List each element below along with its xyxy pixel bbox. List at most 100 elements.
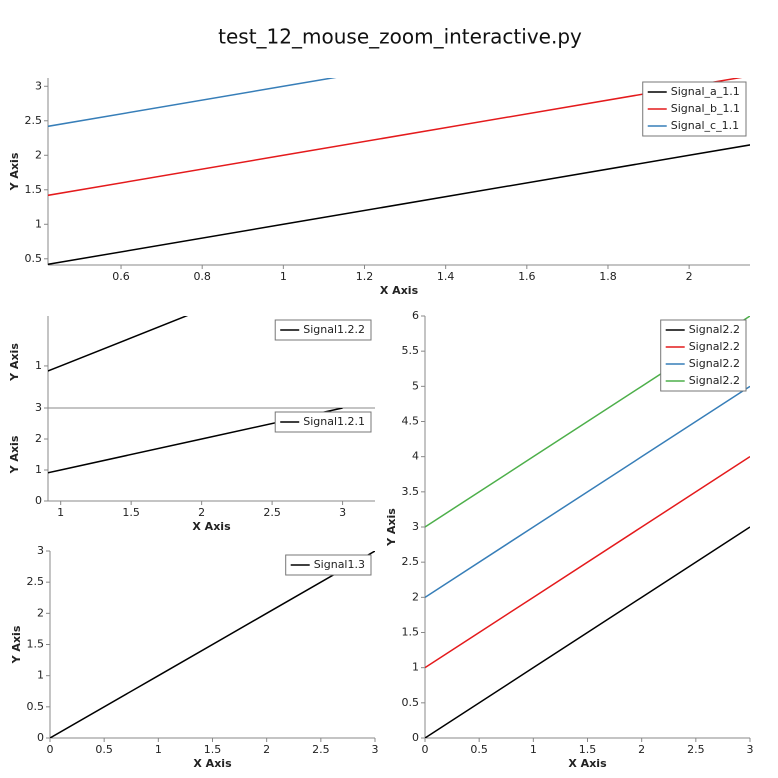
y-tick-label: 3 (35, 401, 42, 414)
y-tick-label: 5.5 (402, 344, 420, 357)
subplot: 1 1.5 2 2.5 3 0 1 2 3 X Axis Y Axis Signal1.2.1 (8, 401, 375, 533)
x-tick-label: 0.8 (193, 270, 211, 283)
legend-label: Signal_c_1.1 (671, 119, 739, 132)
x-axis-label: X Axis (380, 284, 419, 297)
x-axis-label: X Axis (568, 757, 607, 770)
series-line (50, 551, 375, 738)
x-tick-label: 2 (198, 506, 205, 519)
x-tick-label: 2 (263, 743, 270, 756)
y-tick-label: 1.5 (402, 626, 420, 639)
subplot: 0 0.5 1 1.5 2 2.5 3 0 0.5 1 1.5 2 2.5 3 X Axis Y Axis Si… (10, 544, 379, 770)
y-tick-label: 1 (35, 463, 42, 476)
x-tick-label: 1.4 (437, 270, 455, 283)
y-axis-label: Y Axis (8, 435, 21, 474)
x-tick-label: 1.8 (599, 270, 617, 283)
y-tick-label: 2 (412, 590, 419, 603)
legend: Signal1.2.2 (274, 319, 372, 341)
series-line (48, 316, 189, 372)
legend: Signal1.2.1 (274, 411, 372, 433)
legend-label: Signal_b_1.1 (671, 102, 740, 115)
subplot: 1 Y Axis Signal1.2.2 (8, 316, 375, 409)
series-line (48, 78, 337, 128)
y-tick-label: 2 (35, 432, 42, 445)
legend-label: Signal_a_1.1 (671, 85, 740, 98)
y-tick-label: 0 (35, 494, 42, 507)
y-tick-label: 0.5 (25, 252, 43, 265)
x-tick-label: 3 (747, 743, 754, 756)
plot-area (50, 551, 375, 738)
x-tick-label: 1.5 (204, 743, 222, 756)
x-tick-label: 1.5 (122, 506, 140, 519)
y-tick-label: 4 (412, 450, 419, 463)
y-tick-label: 1 (412, 661, 419, 674)
x-tick-label: 1 (57, 506, 64, 519)
y-tick-label: 6 (412, 309, 419, 322)
y-tick-label: 2 (37, 606, 44, 619)
x-tick-label: 0.6 (112, 270, 130, 283)
subplot: 0 0.5 1 1.5 2 2.5 3 0 0.5 1 1.5 2 2.5 3 3.5 4 4.5 5 5.5 6 X … (385, 309, 754, 770)
x-tick-label: 1 (155, 743, 162, 756)
x-tick-label: 1.6 (518, 270, 536, 283)
y-axis-label: Y Axis (8, 343, 21, 382)
subplot: 0.6 0.8 1 1.2 1.4 1.6 1.8 2 0.5 1 1.5 2 2.5 3 X Axis Y … (8, 78, 750, 297)
y-tick-label: 3 (412, 520, 419, 533)
legend-label: Signal1.3 (314, 558, 365, 571)
x-tick-label: 2.5 (312, 743, 330, 756)
legend: Signal2.2 Signal2.2 Signal2.2 Signal2.2 (660, 319, 747, 392)
series-line (425, 385, 750, 598)
plot-area (48, 408, 343, 474)
legend: Signal1.3 (285, 554, 372, 576)
y-tick-label: 2.5 (402, 555, 420, 568)
series-line (48, 144, 750, 265)
x-tick-label: 2 (686, 270, 693, 283)
y-tick-label: 1 (35, 359, 42, 372)
x-tick-label: 0 (422, 743, 429, 756)
y-tick-label: 1 (35, 217, 42, 230)
y-tick-label: 3 (37, 544, 44, 557)
y-tick-label: 1.5 (27, 638, 45, 651)
y-tick-label: 2.5 (27, 575, 45, 588)
x-tick-label: 3 (372, 743, 379, 756)
y-tick-label: 4.5 (402, 415, 420, 428)
figure-title: test_12_mouse_zoom_interactive.py (218, 25, 582, 49)
series-line (48, 408, 343, 474)
x-tick-label: 1 (530, 743, 537, 756)
x-tick-label: 1 (280, 270, 287, 283)
legend-label: Signal1.2.1 (303, 415, 365, 428)
x-tick-label: 3 (339, 506, 346, 519)
y-axis-label: Y Axis (8, 152, 21, 191)
x-tick-label: 0.5 (95, 743, 113, 756)
y-tick-label: 2.5 (25, 114, 43, 127)
series-line (425, 526, 750, 738)
legend-label: Signal2.2 (689, 340, 740, 353)
y-tick-label: 2 (35, 148, 42, 161)
y-tick-label: 1 (37, 669, 44, 682)
legend-box (274, 411, 372, 433)
x-tick-label: 1.2 (356, 270, 374, 283)
legend-box (285, 554, 372, 576)
y-tick-label: 0 (37, 731, 44, 744)
plot-area (48, 78, 750, 265)
y-axis-label: Y Axis (10, 625, 23, 664)
x-tick-label: 1.5 (579, 743, 597, 756)
legend: Signal_a_1.1 Signal_b_1.1 Signal_c_1.1 (642, 81, 747, 137)
series-line (425, 456, 750, 669)
x-tick-label: 2.5 (263, 506, 281, 519)
x-tick-label: 0 (47, 743, 54, 756)
y-tick-label: 1.5 (25, 183, 43, 196)
y-tick-label: 0.5 (27, 700, 45, 713)
legend-label: Signal1.2.2 (303, 323, 365, 336)
x-tick-label: 2 (638, 743, 645, 756)
y-tick-label: 3.5 (402, 485, 420, 498)
legend-box (660, 319, 747, 392)
x-tick-label: 0.5 (470, 743, 488, 756)
legend-label: Signal2.2 (689, 374, 740, 387)
series-line (48, 78, 743, 197)
y-tick-label: 5 (412, 379, 419, 392)
x-axis-label: X Axis (193, 757, 232, 770)
y-axis-label: Y Axis (385, 508, 398, 547)
y-tick-label: 0.5 (402, 696, 420, 709)
y-tick-label: 0 (412, 731, 419, 744)
y-tick-label: 3 (35, 79, 42, 92)
